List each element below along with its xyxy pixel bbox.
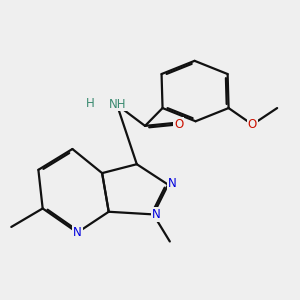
Text: N: N	[168, 176, 176, 190]
Text: N: N	[73, 226, 82, 239]
Text: O: O	[174, 118, 183, 131]
Text: NH: NH	[109, 98, 126, 111]
Text: H: H	[86, 97, 95, 110]
Text: N: N	[152, 208, 161, 221]
Text: O: O	[248, 118, 257, 131]
